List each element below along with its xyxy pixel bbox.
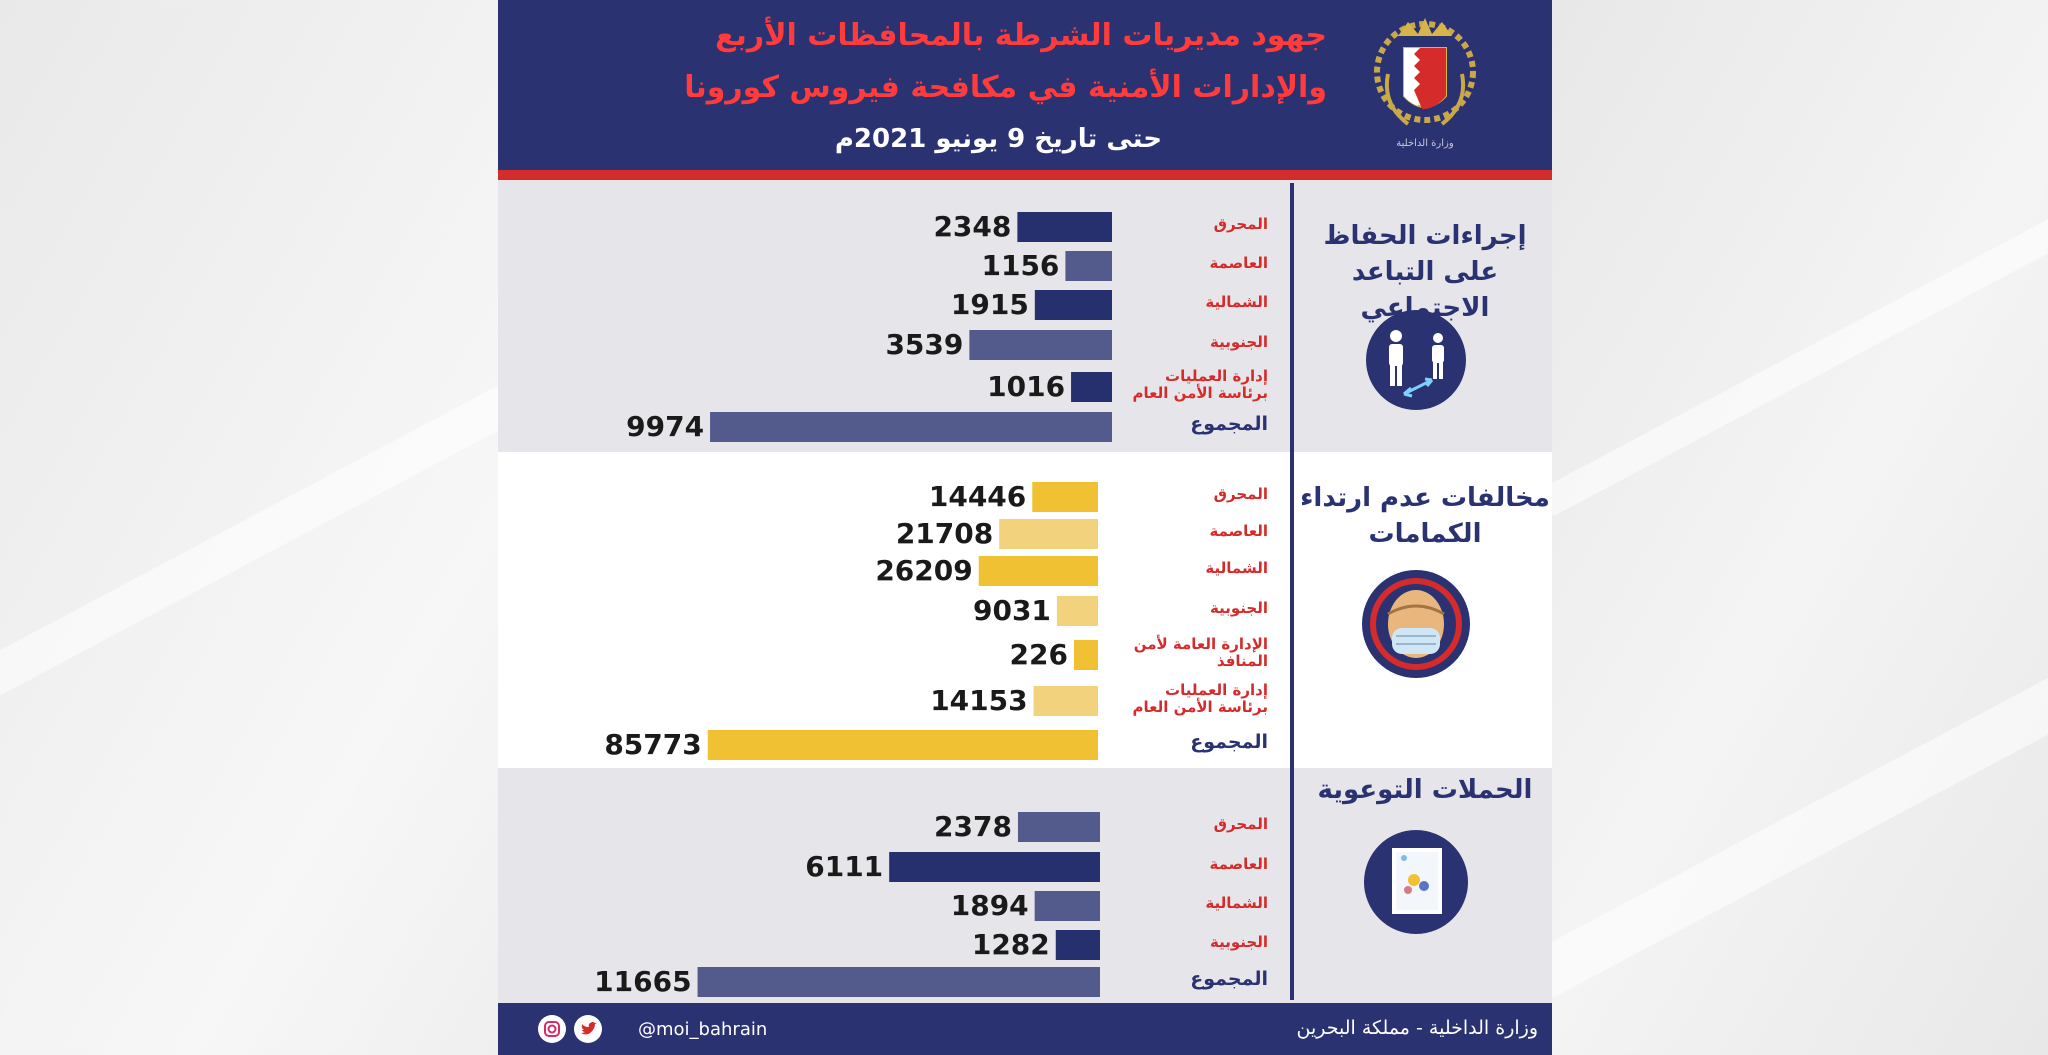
section-title-awareness-campaigns: الحملات التوعوية	[1317, 775, 1533, 805]
date-subtitle: حتى تاريخ 9 يونيو 2021م	[834, 124, 1162, 154]
bar-value-label: 9974	[626, 410, 705, 443]
bar-value-label: 9031	[972, 594, 1051, 627]
bar-value-label: 1156	[981, 249, 1060, 282]
bar-value-label: 3539	[885, 328, 964, 361]
bahrain-emblem-icon	[1374, 18, 1476, 126]
instagram-icon[interactable]	[538, 1015, 566, 1043]
bar-category-label: الجنوبية	[1210, 599, 1268, 617]
bar-category-label: العاصمة	[1209, 522, 1268, 540]
awareness-campaign-icon	[1364, 830, 1468, 934]
bar-2-3	[978, 556, 1098, 586]
face-mask-icon	[1362, 570, 1470, 678]
social-distancing-icon	[1366, 310, 1466, 410]
bar-category-label: إدارة العمليات برئاسة الأمن العام	[1132, 681, 1268, 716]
bar-value-label: 6111	[805, 850, 884, 883]
bar-value-label: 2378	[934, 810, 1012, 843]
footer-bar: وزارة الداخلية - مملكة البحرين @moi_bahr…	[498, 1003, 1552, 1055]
bar-2-7	[707, 730, 1098, 760]
bar-charts	[697, 212, 1112, 997]
bar-3-2	[889, 852, 1100, 882]
bar-3-3	[1034, 891, 1100, 921]
emblem-caption: وزارة الداخلية	[1396, 138, 1454, 149]
bar-category-label: الشمالية	[1205, 894, 1268, 912]
bar-category-label: الجنوبية	[1210, 933, 1268, 951]
bar-category-label: المجموع	[1190, 731, 1268, 753]
bar-value-label: 1915	[950, 288, 1029, 321]
bar-1-1	[1017, 212, 1112, 242]
title-line-1: جهود مديريات الشرطة بالمحافظات الأربع	[715, 18, 1327, 53]
section-title-social-distancing: إجراءات الحفاظ على التباعد الاجتماعي	[1323, 221, 1527, 323]
bar-3-1	[1017, 812, 1100, 842]
bar-1-2	[1065, 251, 1112, 281]
bar-1-6	[710, 412, 1112, 442]
bar-value-label: 14153	[930, 684, 1028, 717]
footer-social-handle[interactable]: @moi_bahrain	[638, 1019, 768, 1040]
bar-category-label: إدارة العمليات برئاسة الأمن العام	[1132, 367, 1268, 402]
bar-value-label: 85773	[604, 728, 702, 761]
bar-category-label: المحرق	[1213, 815, 1268, 833]
twitter-icon[interactable]	[574, 1015, 602, 1043]
section-divider	[1290, 183, 1294, 1000]
bar-value-label: 11665	[594, 965, 692, 998]
bar-value-label: 2348	[933, 210, 1012, 243]
bar-category-label: العاصمة	[1209, 254, 1268, 272]
bar-category-label: العاصمة	[1209, 855, 1268, 873]
bar-1-3	[1034, 290, 1112, 320]
bar-2-4	[1056, 596, 1098, 626]
bar-value-label: 26209	[875, 554, 973, 587]
header-banner: جهود مديريات الشرطة بالمحافظات الأربع وا…	[498, 0, 1552, 170]
footer-ministry-name: وزارة الداخلية - مملكة البحرين	[1296, 1017, 1538, 1039]
bar-value-label: 14446	[928, 480, 1027, 513]
bar-2-6	[1033, 686, 1098, 716]
bar-1-5	[1071, 372, 1112, 402]
bar-category-label: المجموع	[1190, 968, 1268, 990]
bar-category-label: الشمالية	[1205, 559, 1268, 577]
bar-value-label: 21708	[895, 517, 994, 550]
bar-value-label: 1016	[987, 370, 1066, 403]
bar-2-5	[1074, 640, 1098, 670]
bar-category-label: المجموع	[1190, 413, 1268, 435]
title-line-2: والإدارات الأمنية في مكافحة فيروس كورونا	[684, 70, 1327, 105]
bar-category-label: الجنوبية	[1210, 333, 1268, 351]
bar-3-4	[1055, 930, 1100, 960]
bar-category-label: المحرق	[1213, 485, 1268, 503]
bar-category-label: الشمالية	[1205, 293, 1268, 311]
bar-category-label: الإدارة العامة لأمن المنافذ	[1133, 635, 1268, 670]
infographic-poster: جهود مديريات الشرطة بالمحافظات الأربع وا…	[498, 0, 1552, 1055]
bar-category-label: المحرق	[1213, 215, 1268, 233]
bar-value-label: 1894	[950, 889, 1029, 922]
bar-2-2	[999, 519, 1098, 549]
section-title-mask-violations: مخالفات عدم ارتداء الكمامات	[1300, 483, 1550, 549]
bar-1-4	[969, 330, 1112, 360]
bar-3-5	[697, 967, 1100, 997]
bar-2-1	[1032, 482, 1098, 512]
bar-value-label: 226	[1009, 638, 1068, 671]
bar-value-label: 1282	[971, 928, 1050, 961]
header-red-stripe	[498, 170, 1552, 180]
